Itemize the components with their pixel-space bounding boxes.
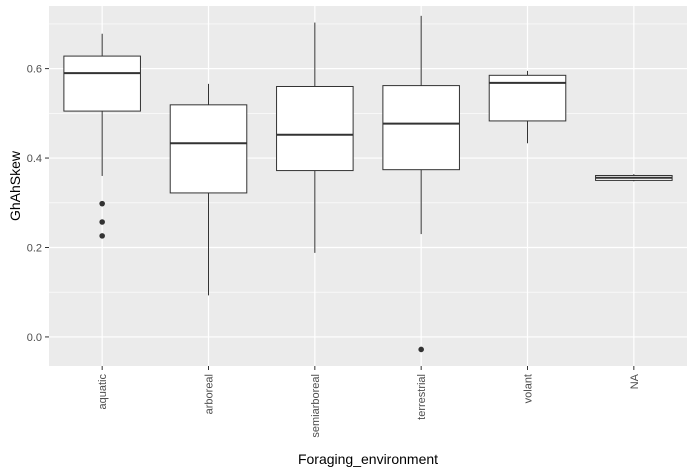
box-iqr: [382, 85, 460, 171]
x-axis-title: Foraging_environment: [298, 451, 438, 467]
x-tick-label: aquatic: [97, 374, 109, 410]
panel-background: [49, 6, 687, 366]
grid-minor: [49, 23, 687, 293]
box-terrestrial: [382, 15, 460, 353]
x-tick-label: volant: [523, 374, 535, 403]
outlier-point: [99, 200, 105, 207]
y-axis-title: GhAhSkew: [7, 150, 23, 221]
x-tick-label: semiarboreal: [310, 374, 322, 438]
outlier-point: [99, 233, 105, 239]
x-tick-label: arboreal: [204, 374, 216, 414]
outlier-point: [418, 346, 424, 353]
y-tick-label: 0.6: [27, 64, 42, 76]
box-aquatic: [63, 33, 141, 239]
box-iqr: [276, 85, 354, 172]
boxes: [63, 15, 673, 353]
box-semiarboreal: [276, 22, 354, 253]
box-iqr: [63, 55, 141, 112]
y-axis-ticks: 0.0 0.2 0.4 0.6: [27, 64, 49, 344]
x-tick-label: NA: [629, 373, 641, 389]
box-arboreal: [169, 83, 248, 296]
box-iqr: [169, 104, 248, 194]
y-tick-label: 0.2: [27, 242, 42, 254]
box-NA: [595, 174, 673, 182]
y-tick-label: 0.0: [27, 332, 42, 344]
x-tick-label: terrestrial: [416, 374, 428, 420]
x-axis-ticks: aquatic arboreal semiarboreal terrestrial vo…: [97, 366, 641, 438]
y-tick-label: 0.4: [27, 153, 42, 165]
outlier-point: [99, 219, 105, 225]
box-volant: [488, 70, 567, 144]
